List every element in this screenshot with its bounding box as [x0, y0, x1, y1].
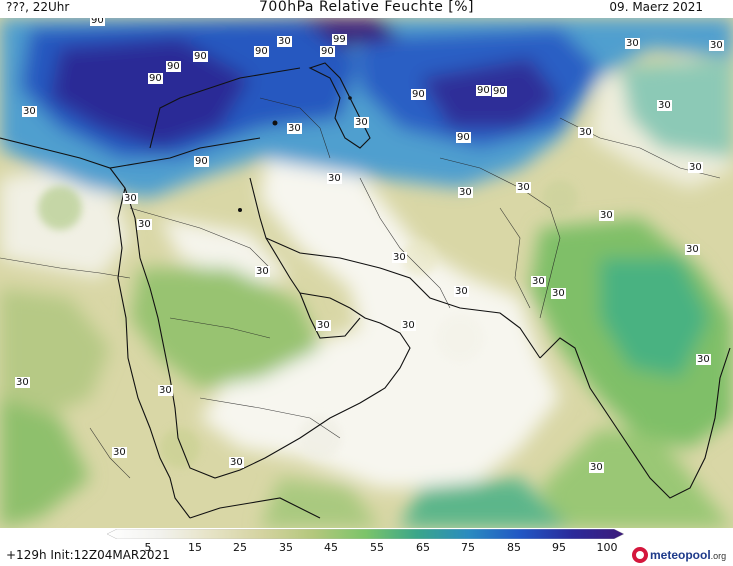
contour-label: 30	[287, 123, 302, 134]
contour-label: 30	[15, 377, 30, 388]
colorbar-tick: 45	[324, 541, 338, 554]
logo-suffix: .org	[710, 551, 727, 561]
meteopool-logo-icon	[632, 547, 648, 563]
run-info-label: +129h Init:12Z04MAR2021	[6, 548, 170, 562]
contour-label: 90	[476, 85, 491, 96]
contour-label: 30	[158, 385, 173, 396]
coastlines	[0, 62, 731, 519]
contour-label: 30	[392, 252, 407, 263]
contour-label: 30	[327, 173, 342, 184]
contour-label: 30	[22, 106, 37, 117]
contour-label: 30	[401, 320, 416, 331]
contour-label: 30	[255, 266, 270, 277]
contour-label: 30	[551, 288, 566, 299]
logo-name: meteopool	[650, 548, 711, 562]
contour-label: 30	[137, 219, 152, 230]
contour-label: 30	[625, 38, 640, 49]
contour-label: 30	[516, 182, 531, 193]
header-bar: ???, 22Uhr 700hPa Relative Feuchte [%] 0…	[0, 0, 733, 18]
colorbar-tick: 5	[144, 541, 152, 554]
colorbar-tick: 100	[596, 541, 618, 554]
colorbar-tick: 25	[233, 541, 247, 554]
contour-label: 30	[123, 193, 138, 204]
colorbar-tick: 95	[552, 541, 566, 554]
meteopool-logo[interactable]: meteopool.org	[632, 546, 726, 564]
colorbar-tick: 85	[507, 541, 521, 554]
contour-label: 90	[166, 61, 181, 72]
contour-label: 90	[411, 89, 426, 100]
lake-marks	[238, 96, 352, 212]
borders	[0, 97, 721, 479]
colorbar-gradient	[107, 529, 624, 539]
contour-label: 30	[599, 210, 614, 221]
humidity-field	[0, 18, 733, 528]
colorbar-tick: 15	[188, 541, 202, 554]
contour-label: 90	[193, 51, 208, 62]
colorbar-tick: 75	[461, 541, 475, 554]
colorbar-tick: 35	[279, 541, 293, 554]
contour-label: 30	[589, 462, 604, 473]
colorbar-tick: 65	[416, 541, 430, 554]
contour-label: 30	[354, 117, 369, 128]
contour-label: 30	[229, 457, 244, 468]
contour-label: 30	[454, 286, 469, 297]
contour-label: 30	[112, 447, 127, 458]
contour-label: 90	[456, 132, 471, 143]
contour-label: 90	[254, 46, 269, 57]
contour-label: 30	[688, 162, 703, 173]
contour-label: 30	[578, 127, 593, 138]
map-title: 700hPa Relative Feuchte [%]	[259, 0, 474, 15]
contour-label: 90	[90, 18, 105, 26]
contour-label: 90	[148, 73, 163, 84]
contour-label: 30	[316, 320, 331, 331]
valid-time-label: ???, 22Uhr	[6, 0, 70, 14]
contour-label: 30	[277, 36, 292, 47]
contour-label: 30	[531, 276, 546, 287]
contour-label: 30	[696, 354, 711, 365]
contour-label: 90	[320, 46, 335, 57]
humidity-map: 90 90 90 90 90 99 90 90 90 90 90 90 30 3…	[0, 18, 733, 528]
contour-label: 30	[657, 100, 672, 111]
colorbar-tick: 55	[370, 541, 384, 554]
valid-date-label: 09. Maerz 2021	[609, 0, 703, 14]
contour-label: 99	[332, 34, 347, 45]
humidity-colorbar	[107, 529, 624, 539]
contour-label: 90	[194, 156, 209, 167]
contour-label: 30	[709, 40, 724, 51]
contour-label: 30	[685, 244, 700, 255]
contour-label: 30	[458, 187, 473, 198]
logo-text: meteopool.org	[650, 548, 726, 562]
contour-label: 90	[492, 86, 507, 97]
